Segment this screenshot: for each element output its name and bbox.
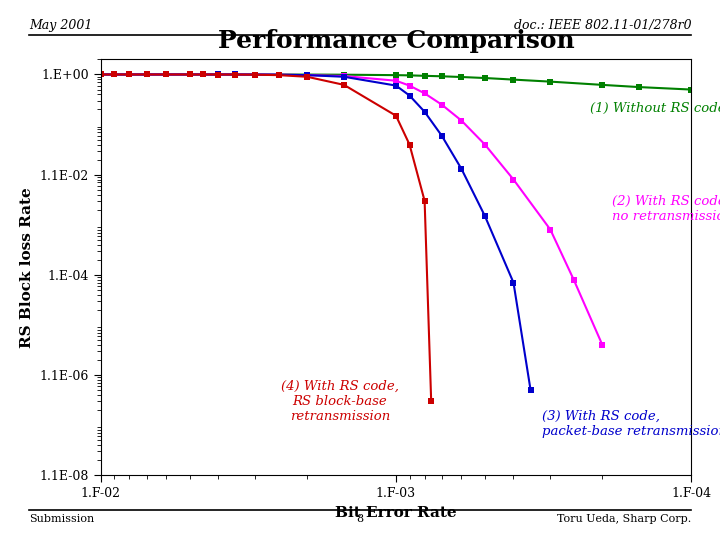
- Text: doc.: IEEE 802.11-01/278r0: doc.: IEEE 802.11-01/278r0: [513, 19, 691, 32]
- Text: (1) Without RS code: (1) Without RS code: [590, 102, 720, 115]
- Text: Toru Ueda, Sharp Corp.: Toru Ueda, Sharp Corp.: [557, 514, 691, 524]
- Text: Submission: Submission: [29, 514, 94, 524]
- Text: May 2001: May 2001: [29, 19, 92, 32]
- Text: (4) With RS code,
RS block-base
retransmission: (4) With RS code, RS block-base retransm…: [281, 380, 399, 423]
- Title: Performance Comparison: Performance Comparison: [217, 29, 575, 53]
- Text: 8: 8: [356, 514, 364, 524]
- X-axis label: Bit Error Rate: Bit Error Rate: [336, 505, 456, 519]
- Text: (2) With RS code,
no retransmission: (2) With RS code, no retransmission: [612, 194, 720, 222]
- Text: (3) With RS code,
packet-base retransmission: (3) With RS code, packet-base retransmis…: [542, 410, 720, 438]
- Y-axis label: RS Block loss Rate: RS Block loss Rate: [20, 187, 34, 348]
